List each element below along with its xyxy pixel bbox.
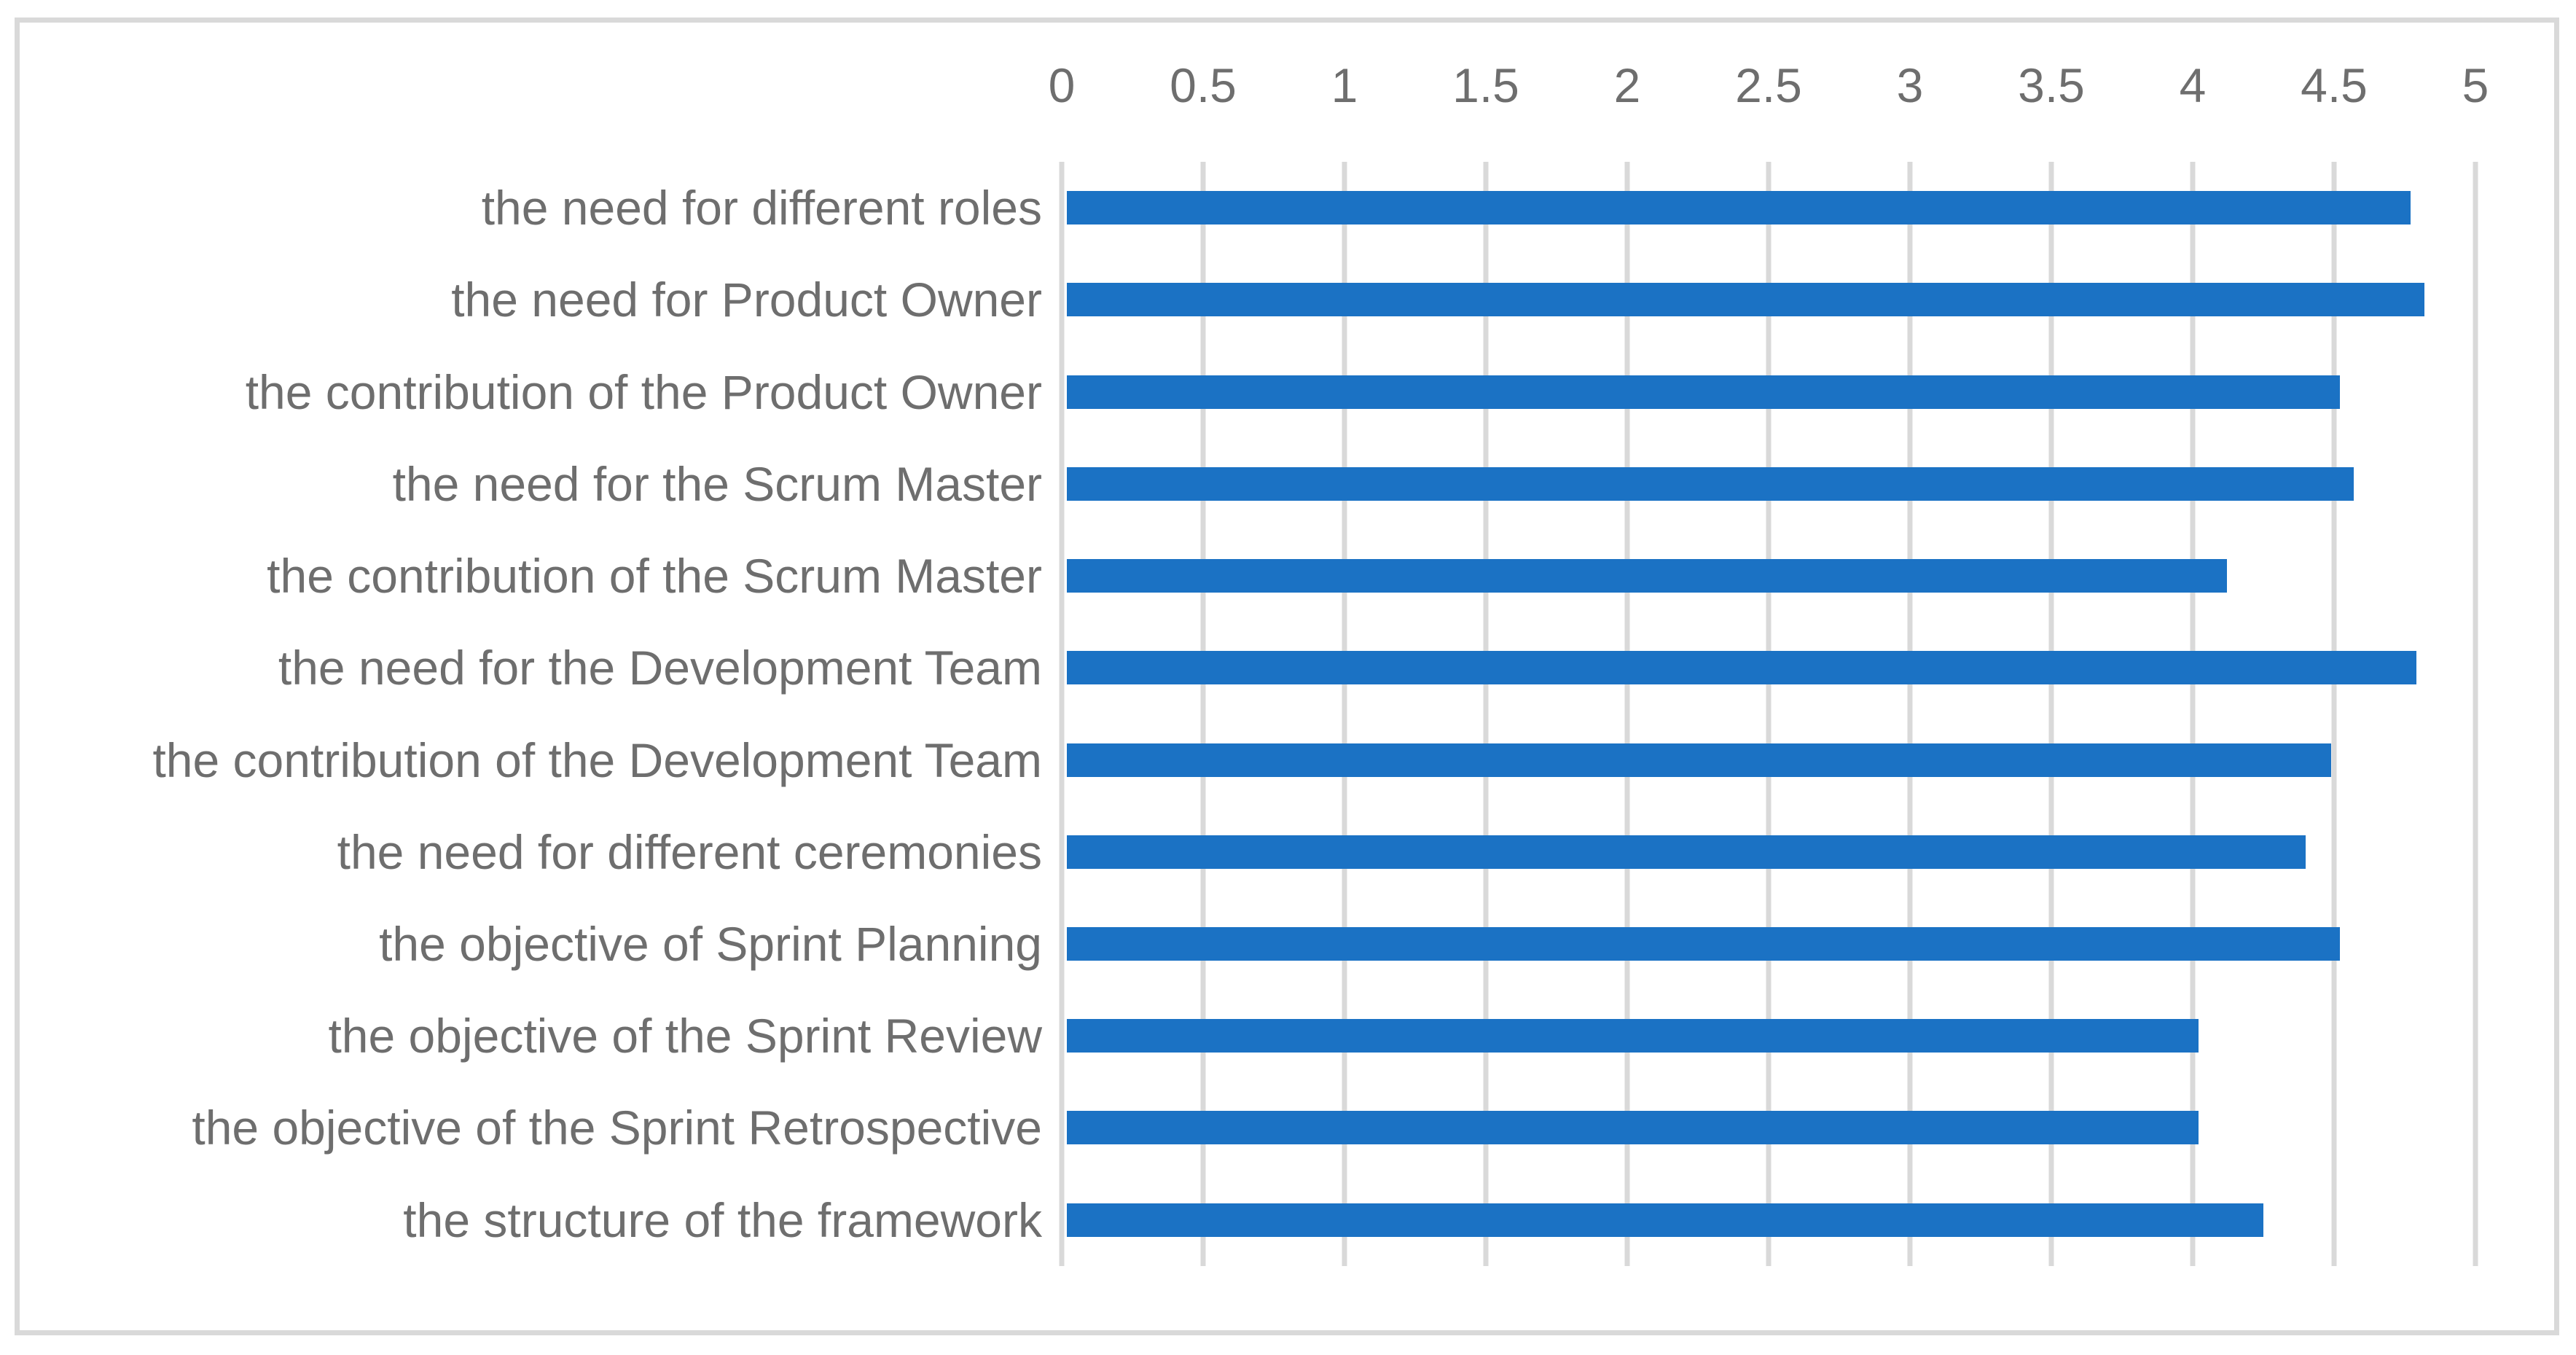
gridline (2048, 162, 2054, 1266)
bar (1067, 835, 2306, 869)
bar-row (1062, 438, 2475, 530)
category-label: the need for Product Owner (451, 273, 1042, 327)
x-axis-top: 0 0.5 1 1.5 2 2.5 3 3.5 4 4.5 5 (1049, 29, 2489, 117)
bar-row (1062, 714, 2475, 805)
bar (1067, 375, 2340, 409)
x-axis-tick-label: 3 (1896, 58, 1924, 112)
bar-row (1062, 254, 2475, 345)
category-label: the need for the Scrum Master (392, 456, 1042, 511)
bar-row (1062, 898, 2475, 990)
bar (1067, 559, 2227, 593)
plot-area (1059, 162, 2478, 1266)
category-label: the contribution of the Scrum Master (267, 549, 1042, 604)
x-axis-tick-label: 5 (2462, 58, 2489, 112)
category-label: the objective of Sprint Planning (379, 916, 1042, 971)
bar (1067, 191, 2411, 225)
bar-row (1062, 162, 2475, 254)
bar (1067, 283, 2424, 317)
gridline (2190, 162, 2196, 1266)
gridline (2473, 162, 2478, 1266)
gridline (1624, 162, 1630, 1266)
bar (1067, 926, 2340, 961)
category-label: the need for the Development Team (278, 641, 1042, 695)
bar (1067, 651, 2416, 685)
bar-row (1062, 530, 2475, 622)
x-axis-tick-label: 4.5 (2301, 58, 2368, 112)
bar-row (1062, 806, 2475, 898)
gridline (1483, 162, 1489, 1266)
bar-row (1062, 990, 2475, 1082)
category-label: the objective of the Sprint Review (328, 1009, 1042, 1063)
bar-row (1062, 1082, 2475, 1174)
x-axis-tick-label: 1 (1331, 58, 1358, 112)
category-label: the structure of the framework (403, 1192, 1042, 1247)
x-axis-tick-label: 0.5 (1170, 58, 1237, 112)
bar (1067, 1019, 2199, 1053)
figure-border (15, 17, 2559, 1335)
bar (1067, 466, 2354, 501)
category-label: the objective of the Sprint Retrospectiv… (192, 1101, 1042, 1155)
gridline (1342, 162, 1347, 1266)
bar (1067, 743, 2331, 777)
x-axis-tick-label: 1.5 (1452, 58, 1519, 112)
x-axis-tick-label: 3.5 (2018, 58, 2085, 112)
category-label: the need for different roles (481, 181, 1042, 235)
gridline (1200, 162, 1206, 1266)
x-axis-tick-label: 2.5 (1735, 58, 1802, 112)
bar (1067, 1111, 2199, 1145)
category-label: the contribution of the Development Team (152, 733, 1042, 787)
gridline (1907, 162, 1913, 1266)
x-axis-tick-label: 2 (1613, 58, 1641, 112)
gridline (1766, 162, 1772, 1266)
x-axis-tick-label: 0 (1048, 58, 1076, 112)
category-label: the need for different ceremonies (337, 824, 1042, 879)
gridline (1059, 162, 1065, 1266)
x-axis-tick-label: 4 (2179, 58, 2207, 112)
bar-rows (1062, 162, 2475, 1266)
gridline (2331, 162, 2337, 1266)
category-axis: the need for different roles the need for… (20, 162, 1062, 1266)
category-label: the contribution of the Product Owner (245, 364, 1042, 419)
bar (1067, 1203, 2263, 1237)
bar-row (1062, 345, 2475, 437)
bar-row (1062, 1174, 2475, 1266)
bar-row (1062, 622, 2475, 714)
